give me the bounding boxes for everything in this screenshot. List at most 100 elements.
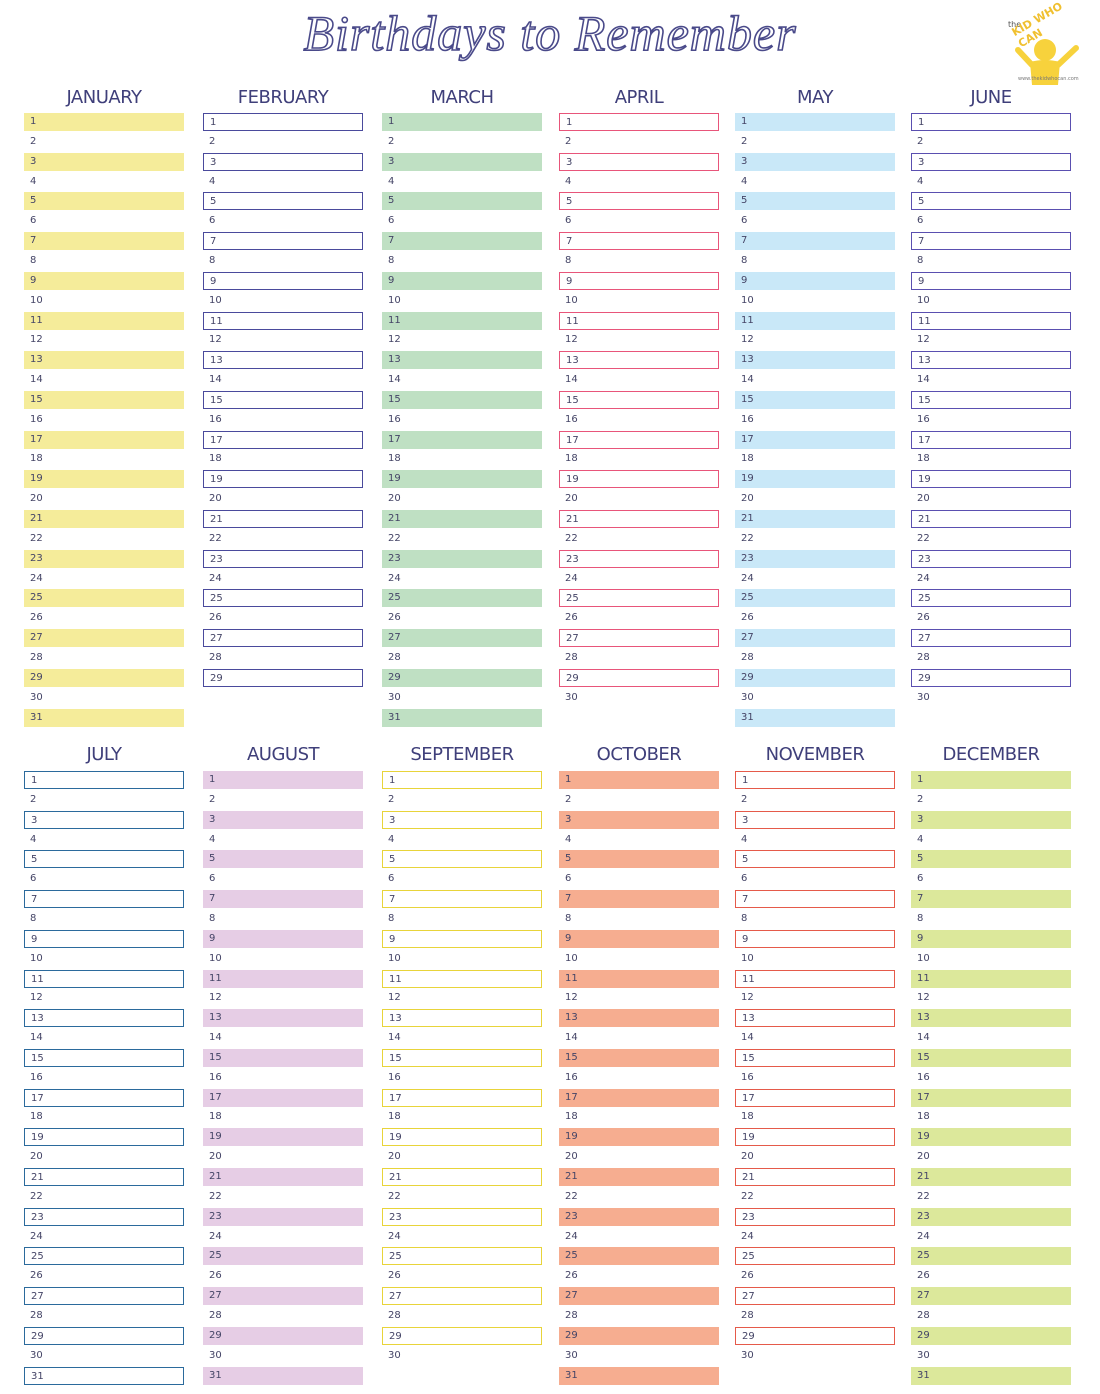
day-row: 11 bbox=[559, 311, 719, 330]
day-row: 8 bbox=[30, 912, 37, 924]
day-row: 22 bbox=[741, 1190, 754, 1202]
day-row: 24 bbox=[30, 1230, 43, 1242]
day-row: 1 bbox=[382, 771, 542, 789]
month-name: JULY bbox=[86, 744, 122, 765]
day-row: 19 bbox=[203, 1128, 363, 1147]
day-row: 15 bbox=[911, 1048, 1071, 1067]
day-row: 28 bbox=[30, 1309, 43, 1321]
day-row: 14 bbox=[917, 1032, 930, 1044]
day-row: 22 bbox=[388, 1190, 401, 1202]
day-row: 26 bbox=[388, 1270, 401, 1282]
day-row: 3 bbox=[911, 810, 1071, 829]
day-row: 1 bbox=[735, 771, 895, 789]
day-row: 7 bbox=[24, 232, 184, 251]
day-row: 23 bbox=[203, 549, 363, 568]
day-row: 25 bbox=[911, 589, 1071, 608]
day-row: 28 bbox=[209, 651, 222, 663]
day-row: 24 bbox=[565, 1230, 578, 1242]
day-row: 21 bbox=[911, 1168, 1071, 1186]
day-row: 7 bbox=[735, 890, 895, 909]
day-row: 27 bbox=[203, 1287, 363, 1306]
day-row: 30 bbox=[565, 1349, 578, 1361]
day-row: 12 bbox=[30, 992, 43, 1004]
day-row: 15 bbox=[735, 390, 895, 409]
day-row: 23 bbox=[203, 1207, 363, 1226]
day-row: 14 bbox=[209, 374, 222, 386]
day-row: 1 bbox=[382, 113, 542, 131]
day-row: 2 bbox=[30, 793, 37, 805]
day-row: 20 bbox=[388, 1151, 401, 1163]
day-row: 2 bbox=[917, 793, 924, 805]
day-row: 16 bbox=[388, 413, 401, 425]
day-row: 12 bbox=[388, 334, 401, 346]
day-row: 16 bbox=[388, 1071, 401, 1083]
day-row: 15 bbox=[24, 390, 184, 409]
day-row: 25 bbox=[559, 1247, 719, 1266]
day-row: 28 bbox=[917, 651, 930, 663]
day-row: 23 bbox=[911, 1207, 1071, 1226]
day-row: 9 bbox=[559, 271, 719, 290]
day-row: 19 bbox=[24, 470, 184, 489]
day-row: 18 bbox=[209, 453, 222, 465]
day-row: 10 bbox=[388, 294, 401, 306]
day-row: 12 bbox=[565, 992, 578, 1004]
day-row: 22 bbox=[30, 1190, 43, 1202]
day-row: 8 bbox=[917, 912, 924, 924]
day-row: 5 bbox=[911, 850, 1071, 869]
day-row: 8 bbox=[209, 254, 216, 266]
day-row: 29 bbox=[735, 668, 895, 687]
day-row: 18 bbox=[741, 453, 754, 465]
day-row: 7 bbox=[24, 890, 184, 909]
day-row: 14 bbox=[741, 374, 754, 386]
day-row: 2 bbox=[565, 793, 572, 805]
month-name: OCTOBER bbox=[596, 744, 682, 765]
day-row: 25 bbox=[559, 589, 719, 608]
day-row: 4 bbox=[30, 833, 37, 845]
day-row: 11 bbox=[911, 311, 1071, 330]
day-row: 25 bbox=[911, 1247, 1071, 1266]
day-row: 3 bbox=[24, 810, 184, 829]
day-row: 26 bbox=[565, 612, 578, 624]
day-row: 22 bbox=[209, 532, 222, 544]
day-row: 21 bbox=[735, 510, 895, 528]
day-row: 11 bbox=[24, 969, 184, 988]
day-row: 18 bbox=[388, 1111, 401, 1123]
day-row: 4 bbox=[917, 833, 924, 845]
day-row: 8 bbox=[30, 254, 37, 266]
day-row: 19 bbox=[382, 470, 542, 489]
day-row: 3 bbox=[559, 810, 719, 829]
day-row: 26 bbox=[741, 612, 754, 624]
day-row: 30 bbox=[741, 691, 754, 703]
day-row: 5 bbox=[382, 192, 542, 211]
day-row: 9 bbox=[735, 929, 895, 948]
day-row: 3 bbox=[559, 152, 719, 171]
month-name: SEPTEMBER bbox=[410, 744, 514, 765]
day-row: 28 bbox=[565, 651, 578, 663]
day-row: 24 bbox=[565, 572, 578, 584]
day-row: 24 bbox=[388, 572, 401, 584]
day-row: 20 bbox=[741, 493, 754, 505]
day-row: 4 bbox=[388, 175, 395, 187]
day-row: 29 bbox=[382, 1326, 542, 1345]
day-row: 14 bbox=[565, 374, 578, 386]
day-row: 2 bbox=[917, 135, 924, 147]
day-row: 23 bbox=[911, 549, 1071, 568]
day-row: 20 bbox=[917, 1151, 930, 1163]
page-title: Birthdays to Remember bbox=[303, 4, 797, 62]
day-row: 1 bbox=[735, 113, 895, 131]
day-row: 22 bbox=[209, 1190, 222, 1202]
day-row: 28 bbox=[388, 651, 401, 663]
day-row: 18 bbox=[30, 1111, 43, 1123]
day-row: 29 bbox=[911, 668, 1071, 687]
day-row: 24 bbox=[209, 572, 222, 584]
day-row: 18 bbox=[917, 453, 930, 465]
day-row: 17 bbox=[382, 430, 542, 449]
day-row: 21 bbox=[559, 1168, 719, 1186]
day-row: 12 bbox=[388, 992, 401, 1004]
day-row: 28 bbox=[30, 651, 43, 663]
day-row: 31 bbox=[24, 708, 184, 727]
day-row: 2 bbox=[209, 135, 216, 147]
day-row: 3 bbox=[203, 810, 363, 829]
month-name: MAY bbox=[797, 87, 833, 108]
day-row: 7 bbox=[911, 890, 1071, 909]
